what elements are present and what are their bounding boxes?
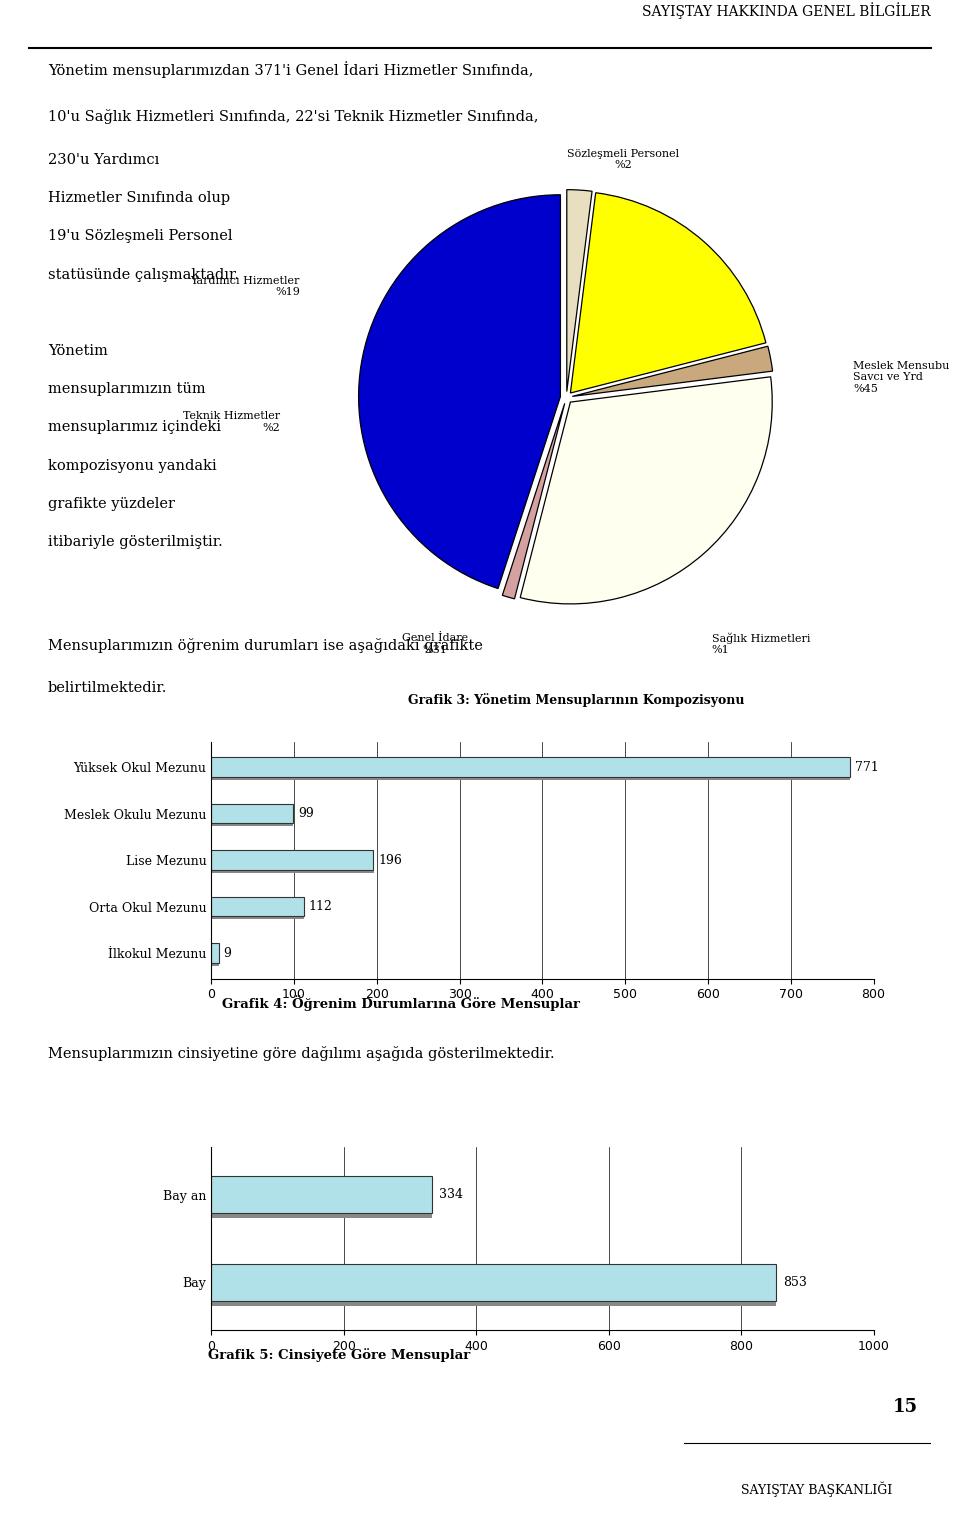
Text: SAYIŞTAY BAŞKANLIĞI: SAYIŞTAY BAŞKANLIĞI (741, 1482, 892, 1497)
Bar (211, 757, 850, 777)
Bar (211, 804, 293, 823)
Text: SAYIŞTAY HAKKINDA GENEL BİLGİLER: SAYIŞTAY HAKKINDA GENEL BİLGİLER (642, 3, 931, 20)
Wedge shape (570, 193, 766, 393)
Text: 10'u Sağlık Hizmetleri Sınıfında, 22'si Teknik Hizmetler Sınıfında,: 10'u Sağlık Hizmetleri Sınıfında, 22'si … (48, 109, 539, 124)
Text: Mensuplarımızın öğrenim durumları ise aşağıdaki grafikte: Mensuplarımızın öğrenim durumları ise aş… (48, 638, 483, 653)
Bar (211, 853, 373, 873)
Wedge shape (502, 404, 564, 599)
Text: Grafik 4: Öğrenim Durumlarına Göre Mensuplar: Grafik 4: Öğrenim Durumlarına Göre Mensu… (223, 995, 580, 1011)
Text: mensuplarımız içindeki: mensuplarımız içindeki (48, 420, 221, 434)
Bar (211, 807, 293, 826)
Bar (211, 1182, 433, 1219)
Text: 9: 9 (224, 946, 231, 960)
Text: Mensuplarımızın cinsiyetine göre dağılımı aşağıda gösterilmektedir.: Mensuplarımızın cinsiyetine göre dağılım… (48, 1046, 555, 1061)
Bar (211, 946, 219, 965)
Text: Teknik Hizmetler
%2: Teknik Hizmetler %2 (182, 411, 279, 433)
Text: 15: 15 (893, 1398, 918, 1416)
Wedge shape (520, 376, 772, 604)
Text: Yönetim mensuplarımızdan 371'i Genel İdari Hizmetler Sınıfında,: Yönetim mensuplarımızdan 371'i Genel İda… (48, 61, 534, 78)
Text: Grafik 3: Yönetim Mensuplarının Kompozisyonu: Grafik 3: Yönetim Mensuplarının Kompozis… (408, 693, 745, 708)
Text: belirtilmektedir.: belirtilmektedir. (48, 682, 167, 696)
Bar (211, 1176, 432, 1212)
Wedge shape (572, 346, 773, 396)
Text: 230'u Yardımcı: 230'u Yardımcı (48, 153, 159, 167)
Text: grafikte yüzdeler: grafikte yüzdeler (48, 497, 175, 511)
Wedge shape (359, 194, 561, 589)
Text: statüsünde çalışmaktadır.: statüsünde çalışmaktadır. (48, 268, 239, 281)
Text: 112: 112 (309, 901, 333, 913)
Text: mensuplarımızın tüm: mensuplarımızın tüm (48, 382, 205, 396)
Text: 19'u Sözleşmeli Personel: 19'u Sözleşmeli Personel (48, 229, 232, 243)
Bar (211, 1264, 777, 1301)
Bar (211, 943, 219, 963)
Text: itibariyle gösterilmiştir.: itibariyle gösterilmiştir. (48, 535, 223, 549)
Text: Hizmetler Sınıfında olup: Hizmetler Sınıfında olup (48, 191, 230, 205)
Text: Genel İdare
%31: Genel İdare %31 (402, 633, 468, 654)
Bar (211, 898, 304, 916)
Bar (211, 760, 850, 780)
Bar (211, 850, 373, 870)
Text: Meslek Mensubu
Savcı ve Yrd
%45: Meslek Mensubu Savcı ve Yrd %45 (853, 361, 949, 394)
Text: kompozisyonu yandaki: kompozisyonu yandaki (48, 459, 217, 472)
Text: 334: 334 (439, 1188, 463, 1202)
Text: 853: 853 (782, 1275, 806, 1289)
Wedge shape (566, 190, 592, 391)
Text: Sağlık Hizmetleri
%1: Sağlık Hizmetleri %1 (711, 631, 810, 656)
Bar (211, 1269, 777, 1306)
Text: 99: 99 (299, 807, 314, 820)
Text: 771: 771 (854, 760, 878, 774)
Text: Yönetim: Yönetim (48, 344, 108, 358)
Text: Yardımcı Hizmetler
%19: Yardımcı Hizmetler %19 (191, 275, 300, 297)
Text: Grafik 5: Cinsiyete Göre Mensuplar: Grafik 5: Cinsiyete Göre Mensuplar (208, 1347, 470, 1362)
Bar (211, 899, 304, 919)
Text: 196: 196 (378, 853, 402, 867)
Text: Sözleşmeli Personel
%2: Sözleşmeli Personel %2 (566, 148, 679, 170)
